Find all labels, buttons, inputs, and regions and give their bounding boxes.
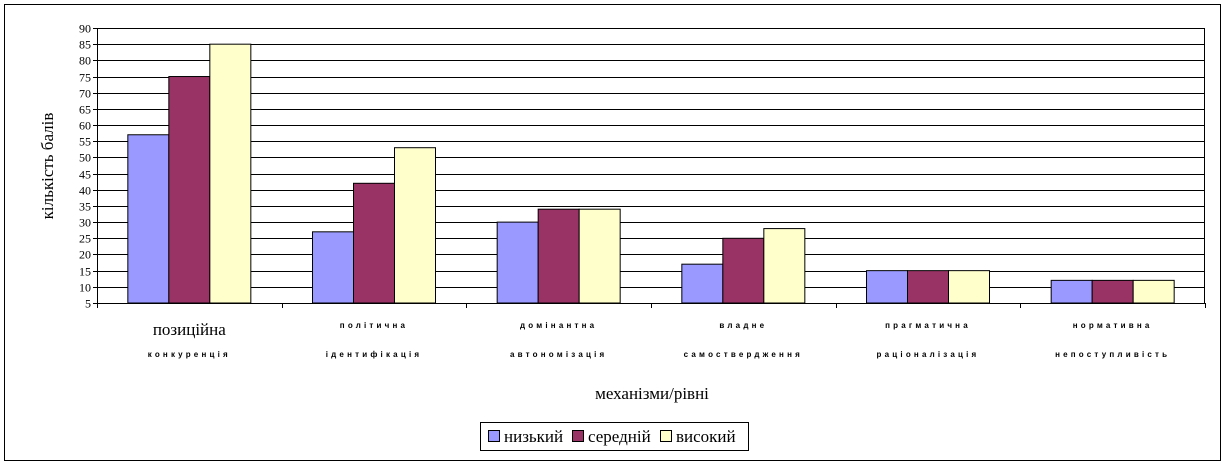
bar bbox=[353, 182, 395, 304]
y-tick-label: 45 bbox=[79, 168, 91, 182]
x-axis-title: механізми/рівні bbox=[595, 384, 709, 403]
y-tick-label: 35 bbox=[79, 200, 91, 214]
category-label: автономізація bbox=[510, 350, 607, 359]
bar bbox=[168, 76, 211, 304]
y-tick-label: 15 bbox=[79, 265, 91, 279]
bar bbox=[763, 228, 806, 304]
plot-area bbox=[97, 28, 1205, 303]
y-tick-label: 40 bbox=[79, 184, 91, 198]
legend-swatch bbox=[660, 430, 672, 442]
y-tick-label: 85 bbox=[79, 38, 91, 52]
y-tick-label: 70 bbox=[79, 87, 91, 101]
category-label: конкуренція bbox=[148, 350, 231, 359]
y-tick-label: 50 bbox=[79, 151, 91, 165]
y-tick-label: 10 bbox=[79, 281, 91, 295]
y-tick-label: 5 bbox=[85, 297, 91, 311]
bar bbox=[127, 134, 170, 304]
category-label: прагматична bbox=[885, 321, 971, 330]
bar bbox=[681, 263, 724, 304]
bar bbox=[394, 147, 436, 304]
legend-swatch bbox=[488, 430, 500, 442]
y-tick-label: 60 bbox=[79, 119, 91, 133]
category-label: раціоналізація bbox=[877, 350, 980, 359]
category-label: непоступливість bbox=[1055, 350, 1170, 359]
bar bbox=[578, 208, 621, 304]
category-label: нормативна bbox=[1073, 321, 1153, 330]
bar bbox=[866, 270, 908, 304]
y-tick-label: 25 bbox=[79, 232, 91, 246]
bar bbox=[907, 270, 949, 304]
bar bbox=[312, 231, 354, 304]
y-tick-label: 75 bbox=[79, 71, 91, 85]
bar bbox=[1132, 279, 1175, 304]
legend-box bbox=[480, 422, 749, 451]
legend-label: високий bbox=[676, 427, 736, 446]
y-axis-title: кількість балів bbox=[38, 113, 57, 220]
category-label: самоствердження bbox=[684, 350, 803, 359]
y-tick-label: 55 bbox=[79, 135, 91, 149]
legend-swatch bbox=[572, 430, 584, 442]
y-tick-label: 80 bbox=[79, 54, 91, 68]
category-label: політична bbox=[340, 321, 408, 330]
bar bbox=[1091, 279, 1134, 304]
category-label: ідентифікація bbox=[326, 350, 423, 359]
bar bbox=[496, 221, 539, 304]
category-label: владне bbox=[719, 321, 767, 330]
y-tick-label: 20 bbox=[79, 248, 91, 262]
category-label: домінантна bbox=[520, 321, 597, 330]
bar bbox=[948, 270, 990, 304]
y-tick-label: 90 bbox=[79, 22, 91, 36]
category-label: позиційна bbox=[153, 320, 226, 339]
bar bbox=[209, 43, 252, 304]
bar bbox=[722, 237, 765, 304]
bar bbox=[1050, 279, 1093, 304]
legend-label: низький bbox=[504, 427, 563, 446]
y-tick-label: 30 bbox=[79, 216, 91, 230]
legend-label: середній bbox=[588, 427, 651, 446]
y-tick-label: 65 bbox=[79, 103, 91, 117]
bar bbox=[537, 208, 580, 304]
